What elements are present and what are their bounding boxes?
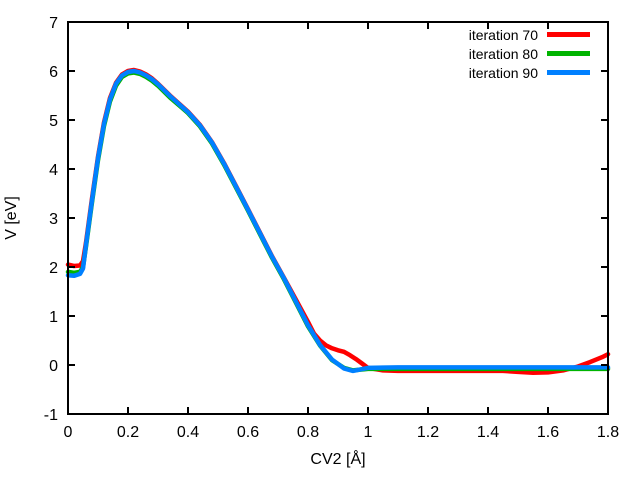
curve-iteration-80 [65, 70, 611, 373]
x-axis-title: CV2 [Å] [310, 449, 365, 468]
curve-iteration-70 [65, 67, 611, 376]
x-axis-tick-label: 1.6 [537, 424, 559, 441]
x-axis-tick-label: 0 [64, 424, 73, 441]
x-axis-tick-label: 0.8 [297, 424, 319, 441]
legend-item-iteration-70: iteration 70 [469, 25, 590, 44]
x-axis-tick-label: 1 [364, 424, 373, 441]
legend-line-sample-red [547, 32, 590, 37]
y-axis-title: V [eV] [3, 196, 20, 240]
x-axis-tick-label: 1.8 [597, 424, 619, 441]
y-axis-tick-label: 3 [49, 211, 58, 228]
legend-item-iteration-90: iteration 90 [469, 63, 590, 82]
y-axis-tick-label: -1 [44, 407, 58, 424]
legend-label: iteration 80 [468, 45, 538, 62]
y-axis-tick-label: 0 [49, 358, 58, 375]
y-axis-tick-label: 1 [49, 309, 58, 326]
x-axis-tick-label: 0.6 [237, 424, 259, 441]
y-axis-tick-label: 4 [49, 162, 58, 179]
y-axis-tick-label: 5 [49, 113, 58, 130]
y-axis-tick-label: 6 [49, 64, 58, 81]
y-axis-tick-label: 7 [49, 15, 58, 32]
curve-iteration-90 [65, 68, 611, 374]
y-axis-tick-label: 2 [49, 260, 58, 277]
legend-label: iteration 70 [468, 26, 538, 43]
axes-layer: 0 0.2 0.4 0.6 0.8 1 1.2 1.4 1.6 1.8 -1 0 1 2 3 4 5 6 7 [44, 15, 619, 441]
x-axis-tick-label: 0.2 [117, 424, 139, 441]
x-axis-tick-label: 0.4 [177, 424, 199, 441]
x-axis-tick-label: 1.4 [477, 424, 499, 441]
legend-line-sample-blue [547, 70, 590, 75]
legend: iteration 70 iteration 80 iteration 90 [469, 25, 590, 82]
curves-layer [65, 67, 611, 376]
legend-label: iteration 90 [468, 64, 538, 81]
x-axis-tick-label: 1.2 [417, 424, 439, 441]
legend-item-iteration-80: iteration 80 [469, 44, 590, 63]
legend-line-sample-green [547, 51, 590, 56]
